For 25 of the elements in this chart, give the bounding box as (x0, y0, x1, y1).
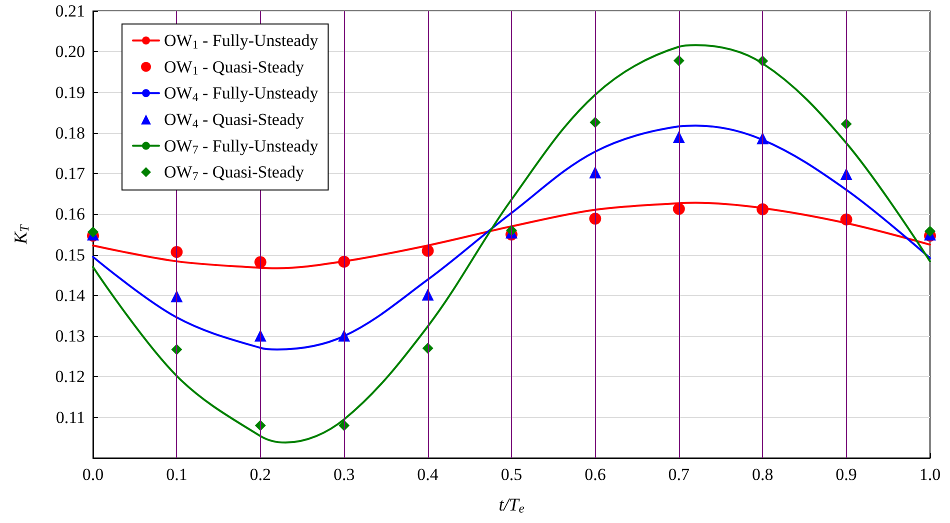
y-tick-label: 0.13 (55, 326, 85, 346)
x-tick-label: 0.3 (333, 465, 355, 484)
y-tick-label: 0.14 (55, 286, 86, 305)
y-tick-label: 0.11 (56, 408, 85, 427)
x-tick-label: 1.0 (919, 465, 941, 484)
x-tick-label: 0.7 (668, 465, 690, 484)
point (924, 226, 936, 237)
y-tick-label: 0.16 (55, 204, 85, 224)
y-tick-label: 0.15 (55, 245, 85, 264)
y-tick-label: 0.19 (55, 82, 85, 102)
y-tick-label: 0.20 (55, 42, 85, 62)
x-tick-label: 0.4 (417, 465, 439, 484)
point (88, 226, 98, 238)
x-tick-label: 0.1 (166, 465, 188, 484)
y-axis-title: KT (10, 224, 32, 246)
x-tick-label: 0.0 (82, 465, 104, 484)
y-tick-label: 0.17 (55, 164, 86, 184)
y-tick-label: 0.21 (55, 2, 85, 20)
x-tick-label: 0.6 (584, 465, 606, 484)
y-tick-label: 0.18 (55, 123, 85, 142)
x-tick-label: 0.2 (250, 465, 272, 484)
x-tick-label: 0.9 (836, 465, 857, 484)
x-tick-label: 0.8 (752, 465, 774, 484)
y-tick-label: 0.12 (55, 367, 85, 386)
x-tick-label: 0.5 (500, 465, 522, 484)
